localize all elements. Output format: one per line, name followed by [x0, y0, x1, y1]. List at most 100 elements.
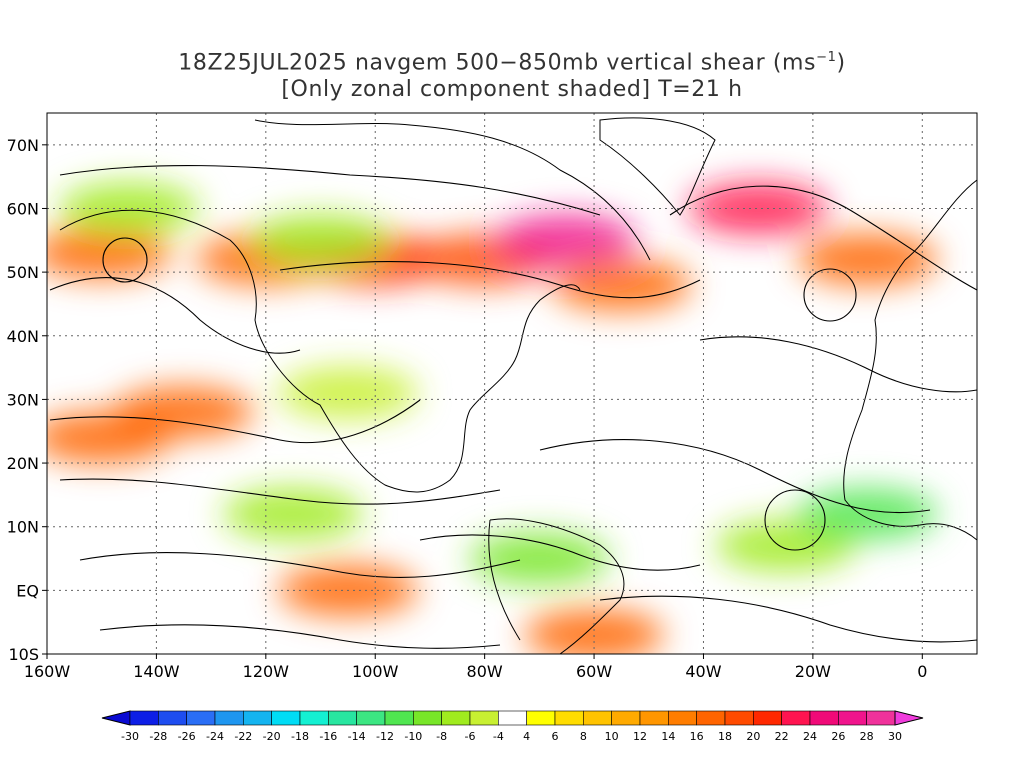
colorbar-label: 28: [860, 730, 874, 743]
colorbar-label: -24: [206, 730, 224, 743]
lon-label: 80W: [467, 662, 503, 681]
shear-shade-blob: [47, 227, 172, 280]
africa-europe-coastline: [843, 179, 977, 541]
streamline-vortex: [764, 489, 826, 551]
colorbar-label: -28: [149, 730, 167, 743]
lat-label: EQ: [16, 581, 39, 600]
colorbar-swatch: [158, 710, 187, 726]
colorbar-label: -6: [465, 730, 476, 743]
colorbar-label: -18: [291, 730, 309, 743]
map-frame: [46, 112, 978, 655]
lat-label: 20N: [7, 454, 39, 473]
colorbar-label: 18: [718, 730, 732, 743]
lon-label: 100W: [352, 662, 399, 681]
shear-shade-blob: [551, 258, 692, 311]
colorbar-swatch: [413, 710, 442, 726]
colorbar-swatch: [328, 710, 357, 726]
map-area: [47, 113, 977, 654]
colorbar-label: 30: [888, 730, 902, 743]
colorbar-swatch: [583, 710, 612, 726]
south-america-coastline: [488, 518, 625, 654]
streamline: [669, 185, 977, 291]
graticule: [47, 113, 977, 654]
lat-label: 60N: [7, 199, 39, 218]
lat-label: 40N: [7, 327, 39, 346]
colorbar-label: -8: [436, 730, 447, 743]
colorbar-swatch: [554, 710, 584, 726]
colorbar-swatch: [753, 710, 782, 726]
colorbar-label: -4: [493, 730, 504, 743]
colorbar-swatch: [129, 710, 159, 726]
shear-shade-blob: [59, 182, 200, 235]
streamline: [59, 164, 601, 216]
lon-label: 0: [917, 662, 927, 681]
colorbar-label: -20: [263, 730, 281, 743]
colorbar-label: 20: [746, 730, 760, 743]
colorbar-label: -14: [348, 730, 366, 743]
colorbar-swatch: [186, 710, 216, 726]
shear-shade-blob: [688, 182, 829, 235]
colorbar-label: 4: [523, 730, 530, 743]
colorbar-swatch: [498, 710, 527, 726]
longitude-labels: 160W 140W 120W 100W 80W 60W 40W 20W 0: [24, 654, 927, 681]
colorbar-swatch: [214, 710, 244, 726]
streamline: [419, 534, 701, 571]
streamline: [699, 336, 977, 393]
lon-label: 140W: [133, 662, 180, 681]
lon-label: 120W: [243, 662, 290, 681]
streamline-vortex: [102, 237, 148, 283]
colorbar-swatch: [809, 710, 839, 726]
colorbar-label: 24: [803, 730, 817, 743]
colorbar-label: -16: [319, 730, 337, 743]
lon-label: 160W: [24, 662, 71, 681]
title-line-2: [Only zonal component shaded] T=21 h: [281, 77, 743, 103]
shear-shade-blob: [469, 532, 610, 585]
colorbar-swatch: [243, 710, 272, 726]
lon-label: 20W: [795, 662, 831, 681]
colorbar-swatch: [299, 710, 329, 726]
streamline-layer: [49, 164, 977, 649]
colorbar-low-arrow: [101, 710, 131, 726]
colorbar-swatch: [866, 710, 896, 726]
shear-shade-blob: [223, 487, 364, 540]
shear-shade-blob: [277, 367, 418, 420]
streamline: [49, 277, 301, 354]
colorbar-swatch: [271, 710, 301, 726]
shear-shade-blob: [496, 214, 637, 267]
colorbar-swatch: [639, 710, 669, 726]
shear-shade-blob: [797, 233, 938, 286]
colorbar-label: 10: [605, 730, 619, 743]
coastline-layer: [59, 117, 977, 654]
streamline: [79, 552, 521, 578]
lon-label: 60W: [576, 662, 612, 681]
map-title: 18Z25JUL2025 navgem 500−850mb vertical s…: [0, 44, 1024, 103]
shear-shade-blob: [113, 386, 254, 439]
colorbar-label: 26: [831, 730, 845, 743]
colorbar-label: 12: [633, 730, 647, 743]
lat-label: 50N: [7, 263, 39, 282]
colorbar-swatch: [611, 710, 641, 726]
shear-shade-blob: [524, 608, 665, 654]
streamline: [99, 624, 501, 649]
lat-label: 10N: [7, 518, 39, 537]
north-america-coastline: [59, 119, 651, 493]
colorbar-swatch: [781, 710, 811, 726]
colorbar-swatch: [668, 710, 697, 726]
streamline: [279, 261, 701, 299]
streamline: [599, 595, 977, 643]
lon-label: 40W: [685, 662, 721, 681]
streamline: [539, 439, 931, 514]
colorbar-label: 6: [552, 730, 559, 743]
colorbar-swatch: [526, 710, 556, 726]
greenland-coastline: [599, 117, 716, 216]
lat-label: 10S: [8, 645, 39, 664]
streamline-vortex: [803, 268, 857, 322]
colorbar-label: -26: [178, 730, 196, 743]
lat-label: 70N: [7, 136, 39, 155]
colorbar-label: 22: [775, 730, 789, 743]
colorbar-high-arrow: [894, 710, 924, 726]
colorbar-label: -12: [376, 730, 394, 743]
colorbar-swatch: [356, 710, 386, 726]
colorbar-label: -30: [121, 730, 139, 743]
